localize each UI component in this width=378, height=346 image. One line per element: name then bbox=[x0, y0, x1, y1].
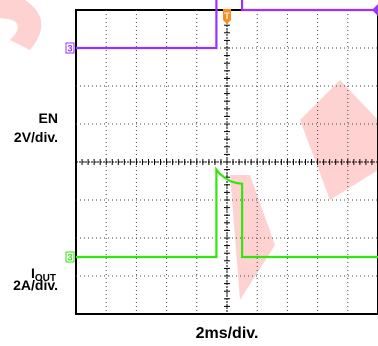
watermark-shapes bbox=[0, 0, 378, 300]
en-scale-label: 2V/div. bbox=[14, 129, 58, 145]
channel-marker-iout: 3 bbox=[65, 251, 75, 263]
iout-series-name: IOUT bbox=[31, 265, 56, 284]
en-series-name: EN bbox=[39, 110, 58, 126]
svg-text:3: 3 bbox=[67, 44, 72, 54]
level-indicator bbox=[372, 4, 378, 16]
traces bbox=[76, 0, 378, 259]
svg-text:3: 3 bbox=[67, 253, 72, 263]
markers: 3 3 T bbox=[65, 4, 378, 263]
graticule bbox=[75, 9, 378, 315]
iout-scale-label: 2A/div. bbox=[13, 277, 58, 293]
svg-text:T: T bbox=[224, 11, 230, 21]
trigger-marker: T bbox=[223, 9, 231, 24]
trace-en bbox=[76, 0, 378, 50]
channel-marker-en: 3 bbox=[65, 42, 75, 54]
trace-iout bbox=[76, 166, 378, 259]
time-per-div-label: 2ms/div. bbox=[196, 325, 259, 342]
